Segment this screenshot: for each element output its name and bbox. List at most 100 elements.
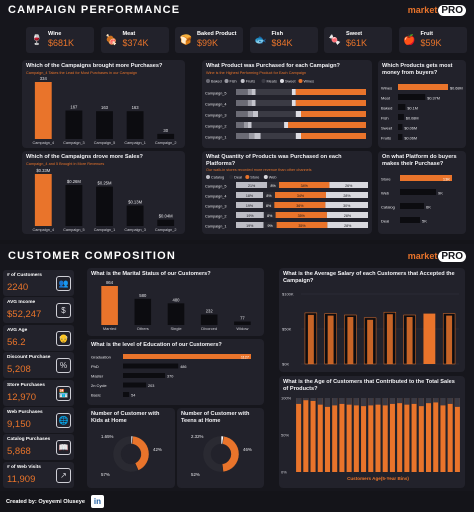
bar-campaign_3[interactable] <box>126 205 144 226</box>
bar-deal[interactable] <box>400 217 420 223</box>
age-bar[interactable] <box>324 398 331 472</box>
bar-web[interactable] <box>400 189 436 195</box>
bar-campaign_4[interactable] <box>34 174 52 226</box>
segment-fish[interactable] <box>243 122 248 128</box>
bar-divorced[interactable] <box>200 314 218 325</box>
segment-meats[interactable] <box>255 89 292 95</box>
segment-fish[interactable] <box>247 100 252 106</box>
age-bar[interactable] <box>310 398 316 472</box>
segment-wines[interactable] <box>301 133 366 139</box>
segment-sweet[interactable] <box>291 100 296 106</box>
bar-catalog[interactable] <box>400 203 424 209</box>
segment-fruits[interactable] <box>251 100 256 106</box>
bar-fish[interactable] <box>398 114 404 120</box>
segment-catalog[interactable] <box>236 202 263 208</box>
age-bar[interactable] <box>411 398 417 472</box>
bar-widow[interactable] <box>234 321 251 325</box>
segment-catalog[interactable] <box>236 182 268 188</box>
bar-baked[interactable] <box>398 104 406 110</box>
bar-2n-cycle[interactable] <box>123 382 147 388</box>
segment-web[interactable] <box>329 182 368 188</box>
age-bar[interactable] <box>339 398 345 472</box>
age-bar[interactable] <box>418 398 424 472</box>
age-bar[interactable] <box>397 398 403 472</box>
segment-catalog[interactable] <box>236 222 264 228</box>
segment-wines[interactable] <box>295 89 366 95</box>
segment-sweet[interactable] <box>295 133 301 139</box>
age-bar[interactable] <box>404 398 410 472</box>
segment-fruits[interactable] <box>254 133 261 139</box>
segment-sweet[interactable] <box>295 111 301 117</box>
bar-wines[interactable] <box>398 84 448 90</box>
segment-deal[interactable] <box>263 222 277 228</box>
age-bar[interactable] <box>389 398 395 472</box>
segment-baked[interactable] <box>236 89 248 95</box>
age-bar[interactable] <box>361 398 367 472</box>
age-bar[interactable] <box>425 398 432 472</box>
age-bar[interactable] <box>447 398 453 472</box>
bar-campaign_1[interactable] <box>96 186 113 226</box>
segment-web[interactable] <box>326 212 368 218</box>
age-bar[interactable] <box>433 398 439 472</box>
segment-deal[interactable] <box>263 192 275 198</box>
age-bar[interactable] <box>317 398 323 472</box>
bar-campaign_5[interactable] <box>65 185 83 226</box>
donut-slice[interactable] <box>202 435 224 473</box>
segment-baked[interactable] <box>236 122 244 128</box>
bar-others[interactable] <box>134 298 152 325</box>
age-bar[interactable] <box>303 398 309 472</box>
bar-basic[interactable] <box>123 392 130 397</box>
bar-campaign_5[interactable] <box>96 111 113 139</box>
bar-meat[interactable] <box>398 94 426 100</box>
bar-master[interactable] <box>123 373 166 378</box>
segment-deal[interactable] <box>267 182 280 188</box>
bar-single[interactable] <box>167 303 185 325</box>
segment-deal[interactable] <box>262 202 275 208</box>
age-bar[interactable] <box>346 398 352 472</box>
segment-catalog[interactable] <box>236 212 264 218</box>
segment-fish[interactable] <box>247 111 253 117</box>
bar-married[interactable] <box>101 286 118 325</box>
segment-meats[interactable] <box>251 122 285 128</box>
segment-web[interactable] <box>327 222 368 228</box>
segment-store[interactable] <box>276 222 328 228</box>
segment-baked[interactable] <box>236 133 249 139</box>
bar-campaign_2[interactable] <box>157 219 175 226</box>
salary-bar[interactable] <box>423 313 436 364</box>
bar-phd[interactable] <box>123 363 179 369</box>
bar-fruits[interactable] <box>398 134 403 140</box>
segment-wines[interactable] <box>288 122 366 128</box>
donut-slice[interactable] <box>221 435 240 473</box>
segment-web[interactable] <box>326 192 368 198</box>
segment-fruits[interactable] <box>252 111 259 117</box>
age-bar[interactable] <box>382 398 388 472</box>
bar-campaign_4[interactable] <box>34 82 52 139</box>
segment-fruits[interactable] <box>251 89 256 95</box>
age-bar[interactable] <box>332 398 338 472</box>
segment-sweet[interactable] <box>284 122 288 128</box>
segment-meats[interactable] <box>255 100 292 106</box>
segment-fish[interactable] <box>247 89 252 95</box>
segment-meats[interactable] <box>258 111 296 117</box>
segment-fish[interactable] <box>249 133 255 139</box>
segment-store[interactable] <box>275 212 327 218</box>
age-bar[interactable] <box>375 398 381 472</box>
donut-slice[interactable] <box>112 435 139 473</box>
bar-graduation[interactable] <box>123 354 251 359</box>
age-bar[interactable] <box>454 398 460 472</box>
segment-wines[interactable] <box>295 100 366 106</box>
bar-campaign_3[interactable] <box>65 110 83 140</box>
segment-deal[interactable] <box>263 212 276 218</box>
segment-store[interactable] <box>274 202 326 208</box>
age-bar[interactable] <box>353 398 359 472</box>
segment-baked[interactable] <box>236 111 248 117</box>
segment-wines[interactable] <box>301 111 366 117</box>
segment-baked[interactable] <box>236 100 248 106</box>
segment-web[interactable] <box>325 202 368 208</box>
bar-campaign_2[interactable] <box>157 133 175 139</box>
age-bar[interactable] <box>440 398 446 472</box>
bar-store[interactable] <box>400 175 452 181</box>
bar-sweet[interactable] <box>398 124 403 130</box>
bar-campaign_1[interactable] <box>126 111 144 139</box>
segment-catalog[interactable] <box>236 192 263 198</box>
